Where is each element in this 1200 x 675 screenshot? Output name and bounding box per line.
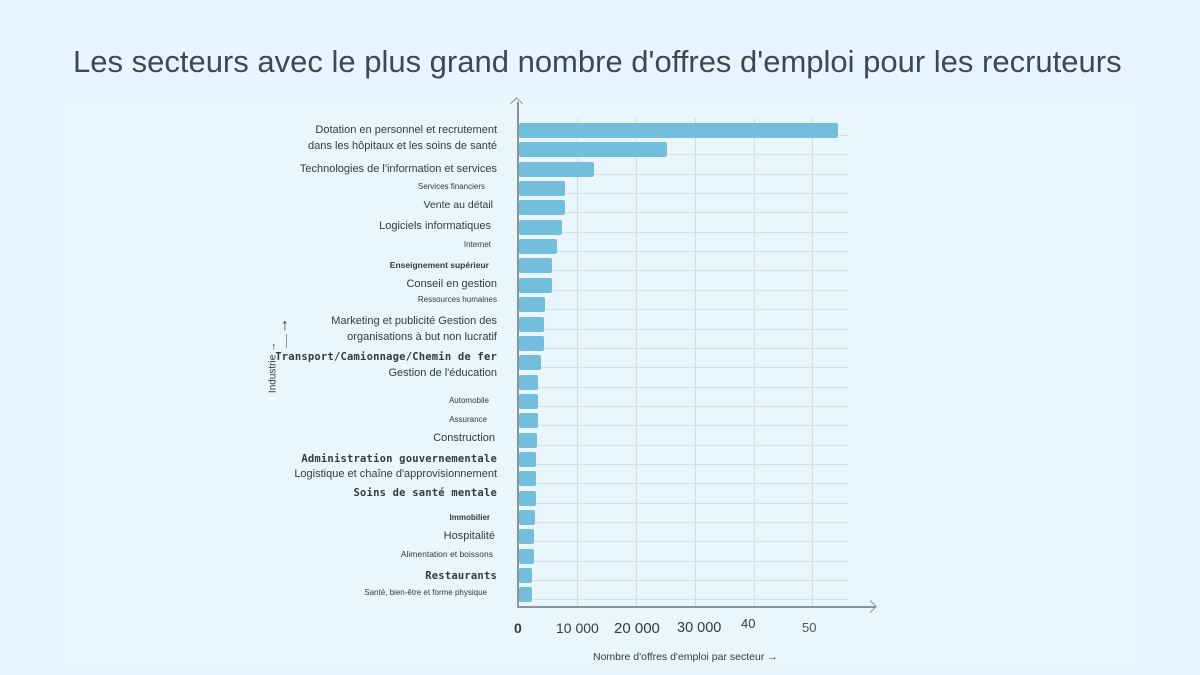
bar [519,297,545,313]
category-label: organisations à but non lucratif [347,331,497,343]
category-label: Dotation en personnel et recrutement [315,124,497,136]
gridline [636,118,637,606]
gridline [695,118,696,606]
bar [519,529,534,545]
category-label: Gestion de l'éducation [388,367,497,379]
category-label: Technologies de l'information et service… [299,163,497,175]
bar [519,548,534,564]
gridline [518,309,848,311]
y-label-dash [286,334,287,348]
category-label: Enseignement supérieur [389,260,489,270]
category-label: Construction [433,432,495,444]
x-tick-label: 0 [514,620,522,636]
gridline [518,425,848,427]
bar [519,335,544,351]
category-label: Restaurants [425,570,497,582]
category-label: Transport/Camionnage/Chemin de fer [275,351,497,363]
gridline [518,541,848,543]
gridline [754,118,755,606]
category-label: Immobilier [449,513,490,522]
x-tick-label: 40 [741,616,756,631]
bar [519,451,537,467]
gridline [518,599,848,601]
x-tick-label: 10 000 [556,620,599,636]
x-axis-label: Nombre d'offres d'emploi par secteur → [593,651,778,663]
bar [519,219,563,235]
gridline [577,118,578,606]
category-label: dans les hôpitaux et les soins de santé [308,140,497,152]
gridline [518,347,848,349]
gridline [518,463,848,465]
bar [519,393,538,409]
gridline [518,231,848,233]
bar [519,142,667,158]
gridline [518,560,848,562]
category-label: Logiciels informatiques [379,220,491,232]
bar [519,161,594,177]
y-axis-label: Industrie → [267,341,279,394]
gridline [518,483,848,485]
gridline [812,118,813,606]
category-label: Automobile [448,396,489,405]
gridline [518,386,848,388]
gridline [518,444,848,446]
y-axis [517,102,519,608]
bar [519,181,566,197]
gridline [518,405,848,407]
gridline [518,289,848,291]
bar [519,510,535,525]
category-label: Marketing et publicité Gestion des [331,315,497,327]
gridline [518,193,848,195]
bar [519,123,838,138]
bar [519,200,566,216]
category-label: Assurance [449,415,487,424]
bar [519,490,537,506]
gridline [518,270,848,272]
x-tick-label: 30 000 [677,620,722,636]
gridline [518,580,848,582]
category-label: Santé, bien-être et forme physique [364,588,487,597]
gridline [518,367,848,369]
bar [519,355,541,371]
up-arrow-icon: ↑ [281,317,289,334]
gridline [518,173,848,175]
category-label: Internet [463,240,491,249]
category-label: Vente au détail [423,199,493,211]
gridline [518,251,848,253]
category-label: Administration gouvernementale [301,453,497,465]
x-tick-label: 20 000 [614,620,660,637]
gridline [518,522,848,523]
bar [519,432,537,448]
category-label: Ressources humaines [417,295,497,304]
y-axis-arrow-icon [510,97,523,110]
bar [519,587,532,603]
gridline [518,502,848,504]
category-label: Soins de santé mentale [353,487,497,499]
bar [519,258,553,274]
x-tick-label: 50 [802,620,817,635]
gridline [518,212,848,214]
bar [519,568,532,584]
x-axis-arrow-icon [864,600,877,613]
category-label: Logistique et chaîne d'approvisionnement [294,468,497,480]
x-axis [517,606,875,608]
gridline [518,154,848,156]
bar [519,316,544,332]
bar [519,471,537,487]
category-label: Alimentation et boissons [400,549,493,559]
chart-panel [60,98,1140,668]
bar [519,277,553,293]
bar [519,413,538,429]
category-label: Conseil en gestion [406,278,497,290]
chart-title: Les secteurs avec le plus grand nombre d… [73,44,1122,79]
category-label: Hospitalité [443,530,495,542]
bar [519,374,538,390]
gridline [518,328,848,330]
category-label: Services financiers [417,182,485,191]
bar [519,239,557,255]
